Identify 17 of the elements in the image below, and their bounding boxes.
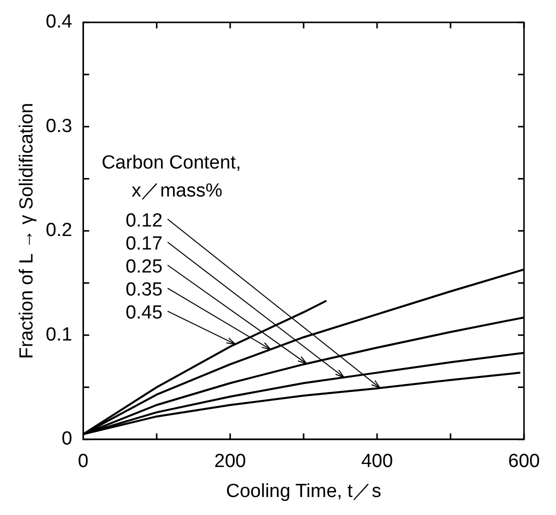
x-tick-label: 400 (361, 451, 393, 472)
y-tick-label: 0.4 (46, 12, 73, 33)
y-tick-label: 0.2 (46, 220, 72, 242)
y-tick-label: 0.1 (46, 324, 72, 346)
x-tick-label: 0 (78, 451, 88, 472)
y-axis-title: Fraction of L → γ Solidification (16, 102, 38, 359)
text: 0.45 (126, 302, 163, 324)
x-tick-label: 200 (214, 451, 246, 472)
x-axis-title: Cooling Time, t／s (226, 480, 382, 502)
legend-title: Carbon Content, x／mass% (102, 152, 241, 202)
x-tick-label: 600 (508, 451, 540, 472)
y-tick-label: 0 (62, 428, 72, 450)
text: 0.25 (126, 256, 163, 278)
text: 0.12 (126, 210, 163, 232)
text: 0.17 (126, 233, 163, 254)
y-tick-label: 0.3 (46, 116, 72, 137)
text: 0.35 (126, 279, 163, 300)
